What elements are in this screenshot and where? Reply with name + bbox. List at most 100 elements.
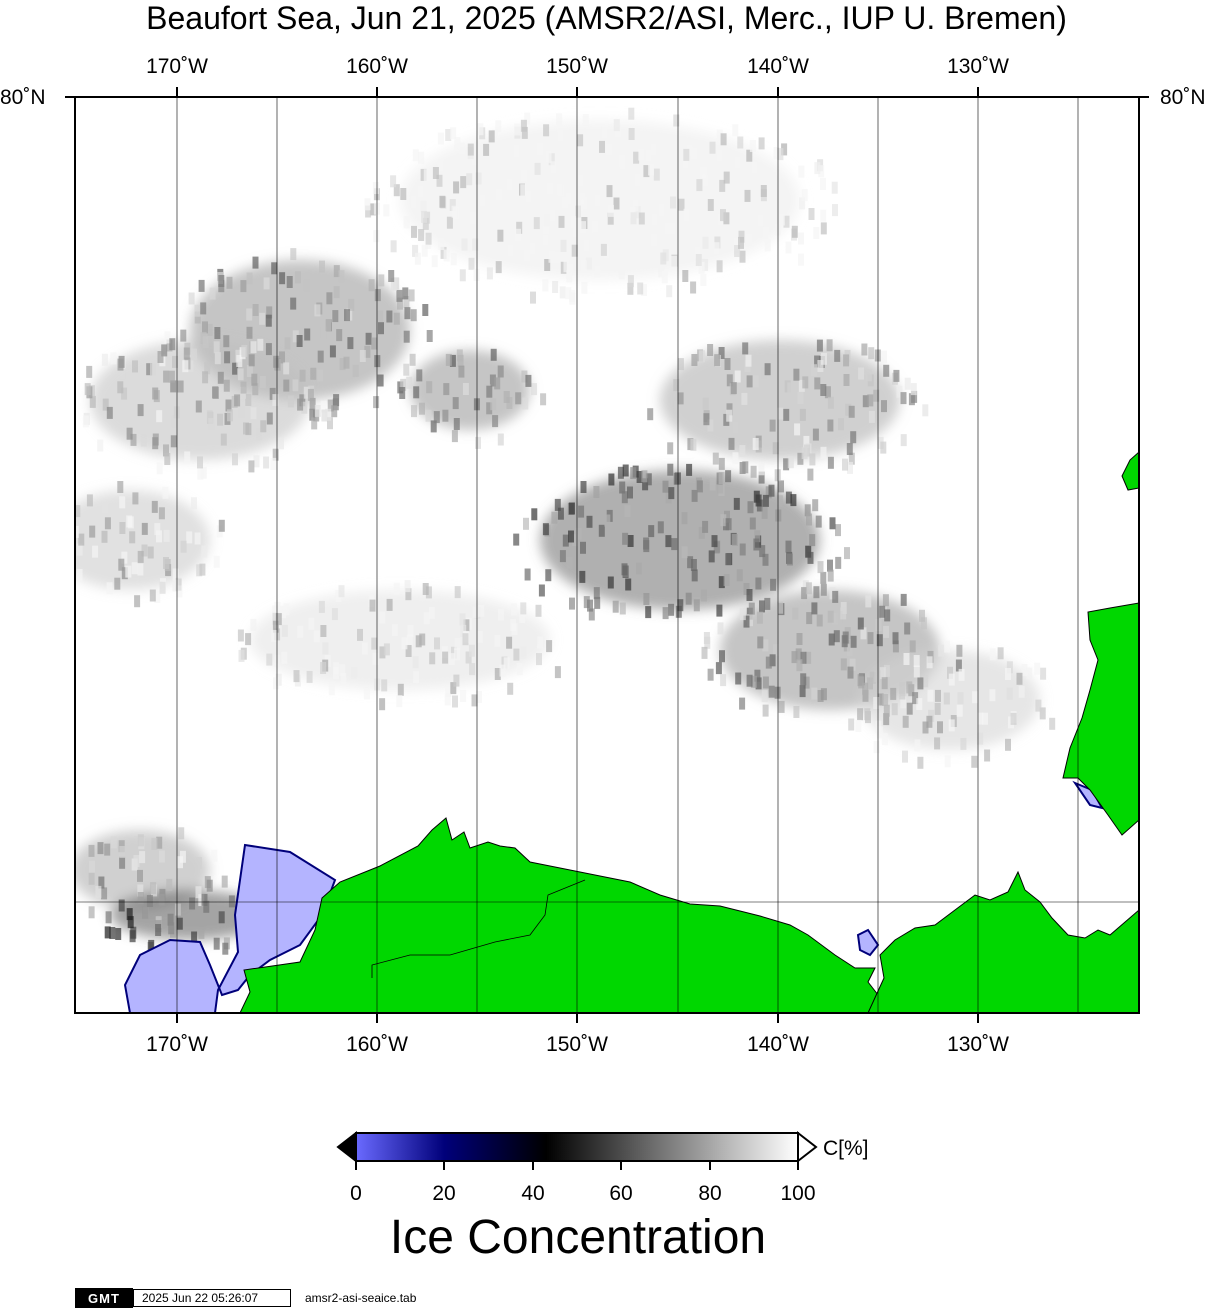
ice-pixel	[142, 906, 149, 919]
ice-pixel	[619, 602, 626, 615]
ice-pixel	[177, 856, 183, 869]
ice-pixel	[1006, 687, 1013, 700]
ice-pixel	[732, 124, 739, 137]
ice-pixel	[753, 538, 760, 551]
lon-label-bottom-170w: 170˚W	[146, 1033, 208, 1056]
ice-pixel	[155, 924, 162, 936]
ice-pixel	[943, 640, 950, 653]
ice-pixel	[578, 505, 585, 518]
ice-pixel	[403, 216, 410, 229]
ice-pixel	[778, 480, 784, 493]
ice-pixel	[761, 506, 768, 519]
ice-pixel	[739, 543, 746, 556]
ice-pixel	[683, 208, 690, 221]
ice-pixel	[947, 666, 953, 679]
ice-pixel	[348, 298, 355, 311]
ice-pixel	[634, 206, 641, 219]
ice-pixel	[634, 174, 641, 187]
ice-pixel	[879, 605, 886, 618]
ice-pixel	[873, 389, 880, 402]
ice-pixel	[320, 326, 327, 339]
ice-pixel	[696, 179, 703, 192]
colorbar-title: Ice Concentration	[389, 1211, 767, 1264]
ice-pixel	[172, 355, 178, 368]
lon-label-top-160w: 160˚W	[346, 55, 408, 78]
ice-pixel	[125, 565, 132, 578]
ice-pixel	[202, 336, 209, 349]
ice-pixel	[303, 386, 310, 399]
ice-pixel	[811, 687, 818, 700]
ice-pixel	[486, 402, 493, 415]
ice-pixel	[693, 599, 700, 612]
ice-pixel	[818, 165, 825, 178]
ice-pixel	[724, 179, 731, 192]
lon-label-bottom-130w: 130˚W	[947, 1033, 1009, 1056]
ice-pixel	[580, 260, 587, 273]
ice-pixel	[272, 620, 279, 633]
ice-pixel	[737, 136, 744, 149]
ice-pixel	[814, 377, 821, 390]
ice-pixel	[699, 350, 705, 363]
ice-pixel	[331, 405, 338, 418]
ice-pixel	[690, 559, 697, 571]
ice-pixel	[471, 153, 478, 165]
ice-pixel	[812, 499, 819, 512]
ice-pixel	[550, 161, 557, 174]
ice-pixel	[460, 176, 467, 189]
ice-pixel	[404, 580, 411, 593]
ice-pixel	[317, 350, 324, 363]
ice-pixel	[121, 551, 128, 564]
ice-pixel	[754, 669, 761, 682]
ice-pixel	[875, 619, 882, 631]
ice-pixel	[363, 687, 370, 700]
ice-pixel	[847, 461, 853, 474]
ice-pixel	[92, 545, 99, 558]
ice-pixel	[892, 632, 899, 645]
ice-pixel	[896, 385, 903, 398]
ice-pixel	[364, 198, 371, 211]
ice-pixel	[189, 897, 196, 910]
ice-pixel	[848, 405, 855, 418]
ice-pixel	[129, 930, 136, 943]
ice-pixel	[682, 270, 689, 282]
ice-pixel	[126, 908, 133, 921]
ice-pixel	[566, 556, 573, 569]
ice-pixel	[246, 272, 253, 285]
ice-pixel	[352, 364, 359, 377]
ice-pixel	[874, 670, 881, 683]
ice-pixel	[311, 417, 318, 430]
ice-pixel	[635, 562, 642, 575]
ice-pixel	[650, 143, 657, 156]
ice-pixel	[325, 408, 332, 421]
ice-pixel	[167, 913, 174, 926]
ice-pixel	[206, 879, 213, 892]
ice-pixel	[783, 458, 790, 471]
ice-pixel	[516, 221, 523, 234]
ice-pixel	[292, 379, 299, 392]
ice-pixel	[496, 188, 503, 201]
ice-pixel	[101, 530, 108, 543]
ice-pixel	[662, 480, 669, 493]
ice-pixel	[76, 569, 83, 581]
ice-pixel	[393, 582, 400, 595]
ice-pixel	[778, 213, 785, 226]
ice-pixel	[594, 194, 601, 207]
ice-pixel	[1005, 738, 1011, 751]
ice-pixel	[132, 492, 139, 505]
ice-pixel	[719, 179, 726, 192]
ice-pixel	[785, 241, 792, 254]
ice-pixel	[582, 114, 589, 126]
ice-pixel	[716, 260, 723, 273]
ice-pixel	[902, 750, 908, 763]
ice-pixel	[845, 403, 852, 416]
ice-pixel	[807, 551, 814, 564]
ice-pixel	[551, 511, 558, 524]
ice-pixel	[583, 239, 590, 252]
ice-pixel	[713, 541, 720, 554]
ice-pixel	[552, 281, 559, 293]
ice-pixel	[180, 329, 187, 342]
ice-pixel	[575, 205, 581, 218]
ice-pixel	[543, 124, 550, 137]
ice-pixel	[172, 568, 179, 581]
ice-pixel	[691, 354, 698, 366]
